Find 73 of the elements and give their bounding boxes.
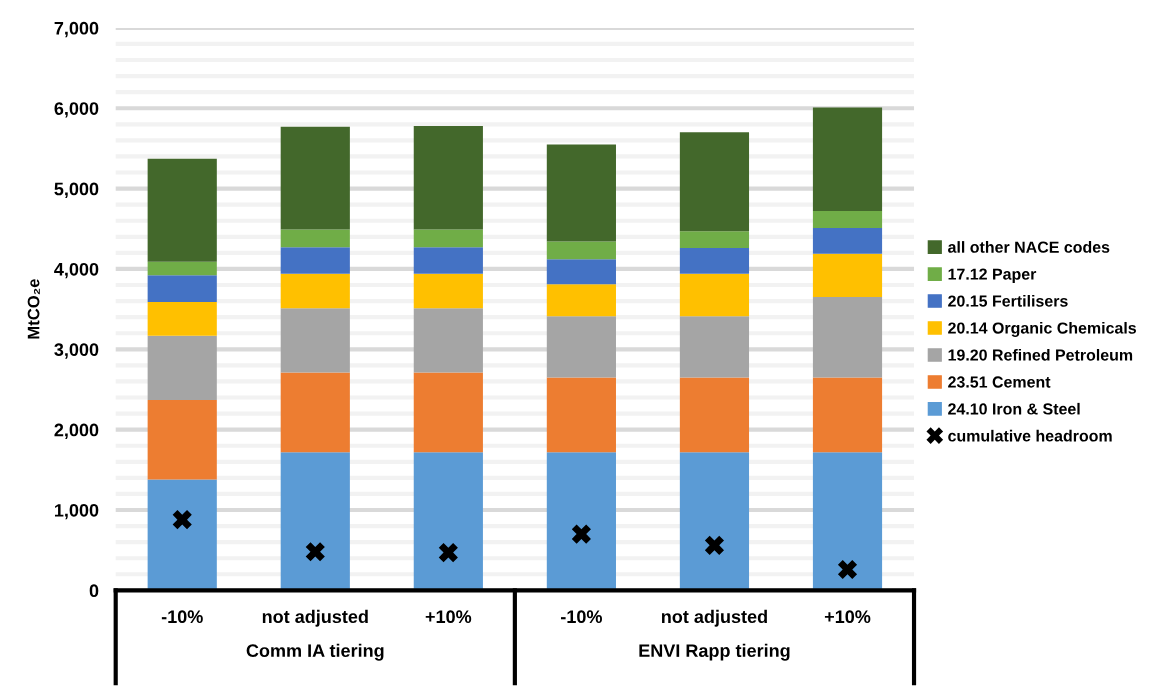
bar — [679, 248, 750, 274]
legend-label: 17.12 Paper — [948, 268, 1037, 283]
legend-label: 24.10 Iron & Steel — [948, 402, 1080, 415]
y-tick-label: 2,000 — [54, 423, 99, 439]
bar — [812, 107, 883, 212]
bar — [280, 229, 350, 248]
point — [305, 542, 325, 562]
bar — [546, 452, 616, 591]
bar — [147, 275, 217, 302]
point — [704, 535, 725, 555]
bar — [147, 335, 217, 400]
bar — [679, 316, 750, 378]
bar — [413, 308, 483, 373]
bar — [679, 273, 750, 317]
bar — [280, 273, 350, 309]
x-tick-label: +10% — [824, 610, 871, 624]
text: Comm IA tiering — [246, 643, 384, 661]
bar — [147, 301, 217, 336]
bar — [413, 273, 483, 309]
bar — [147, 479, 217, 591]
bar — [812, 211, 883, 228]
bar — [679, 452, 750, 591]
x-tick-label: +10% — [425, 610, 472, 624]
y-tick-label: 3,000 — [54, 343, 99, 359]
bar — [413, 372, 483, 453]
bar — [147, 399, 217, 480]
bar — [546, 316, 616, 378]
bar — [546, 377, 616, 453]
legend-label: cumulative headroom — [948, 429, 1112, 442]
bar — [679, 377, 750, 453]
bar — [679, 231, 750, 249]
y-tick-label: 0 — [89, 584, 99, 598]
bar — [546, 259, 616, 285]
bar — [280, 308, 350, 373]
point — [571, 524, 591, 544]
bar — [413, 229, 483, 248]
bar — [147, 261, 217, 276]
bar — [280, 247, 350, 274]
y-tick-label: 6,000 — [54, 102, 99, 118]
bar — [147, 158, 217, 262]
bar — [812, 452, 883, 591]
legend-label: all other NACE codes — [948, 241, 1110, 253]
y-tick-label: 7,000 — [54, 21, 99, 38]
bar — [280, 126, 350, 230]
y-tick-label: 5,000 — [54, 182, 99, 198]
text: ENVI Rapp tiering — [639, 643, 790, 661]
bar — [679, 132, 750, 232]
bar — [812, 227, 883, 254]
y-axis-title: MtCO₂e — [27, 279, 40, 339]
y-tick-label: 4,000 — [54, 262, 99, 279]
bar — [546, 284, 616, 317]
bar — [546, 144, 616, 242]
point — [172, 510, 192, 530]
x-tick-label: not adjusted — [661, 609, 767, 627]
bar — [812, 377, 883, 453]
bar — [280, 452, 350, 591]
bar — [812, 253, 883, 298]
legend-label: 19.20 Refined Petroleum — [948, 348, 1133, 361]
bar — [413, 247, 483, 274]
legend-label: 20.15 Fertilisers — [948, 295, 1068, 307]
bar — [812, 297, 883, 378]
x-tick-label: not adjusted — [262, 609, 368, 627]
point — [837, 559, 858, 580]
bar — [413, 125, 483, 230]
x-tick-label: -10% — [161, 610, 203, 624]
bar — [280, 372, 350, 453]
bar — [413, 452, 483, 591]
legend-label: 20.14 Organic Chemicals — [948, 321, 1137, 337]
x-tick-label: -10% — [561, 610, 602, 624]
y-tick-label: 1,000 — [54, 503, 99, 520]
bar — [546, 241, 616, 260]
point — [438, 543, 458, 563]
legend-label: 23.51 Cement — [948, 376, 1051, 388]
